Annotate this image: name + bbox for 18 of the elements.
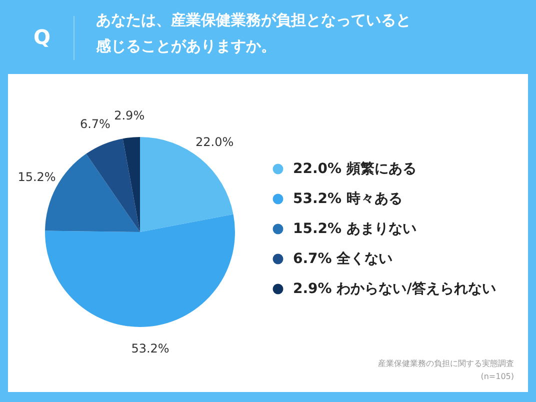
- data-label: 15.2%: [18, 170, 56, 184]
- pie-slice: [122, 137, 140, 232]
- legend-label: 6.7% 全くない: [293, 251, 393, 267]
- data-label: 2.9%: [114, 108, 145, 122]
- pie-slice: [140, 137, 234, 232]
- text: 産業保健業務の負担に関する実態調査: [378, 359, 514, 368]
- pie-slice: [45, 214, 235, 327]
- legend-label: 53.2% 時々ある: [293, 191, 402, 207]
- chart-title: Q: [33, 25, 51, 49]
- legend-label: 15.2% あまりない: [293, 221, 416, 237]
- chart-subtitle: あなたは、産業保健業務が負担となっていると感じることがありますか。: [95, 11, 411, 55]
- legend-label: 2.9% わからない/答えられない: [293, 281, 496, 297]
- pie-slice: [86, 138, 140, 232]
- data-label: 22.0%: [196, 134, 234, 149]
- data-label: 53.2%: [131, 342, 170, 356]
- data-label: 6.7%: [80, 116, 110, 131]
- text: (n=105): [480, 372, 514, 381]
- legend-label: 22.0% 頻繁にある: [293, 161, 416, 177]
